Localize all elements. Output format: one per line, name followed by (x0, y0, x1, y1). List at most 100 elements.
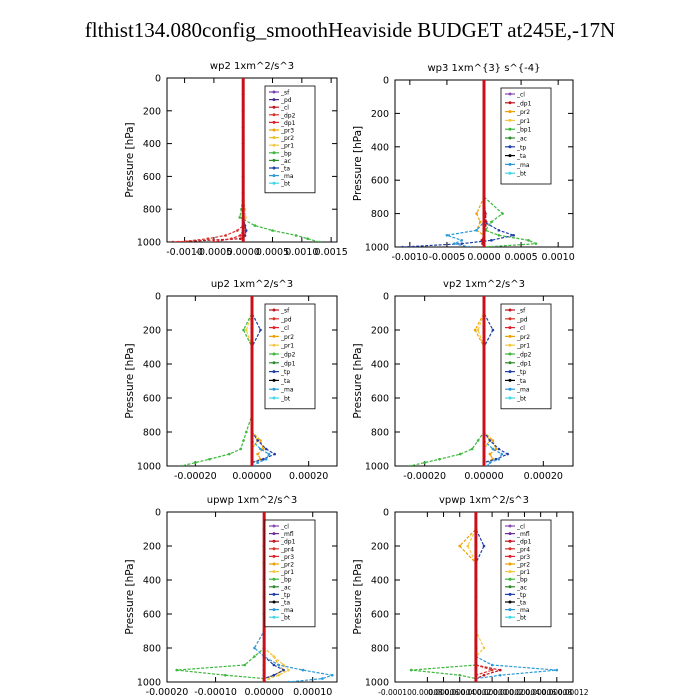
chart-panel-4: vp2 1xm^2/s^3 0 200 400 600 800 1000 Pressure [… (352, 279, 574, 482)
data-point (272, 655, 276, 658)
data-point (277, 673, 281, 677)
legend-marker (508, 110, 512, 114)
legend-entry: _pr1 (280, 343, 294, 350)
data-point (470, 447, 474, 451)
y-tick-label: 400 (371, 142, 389, 153)
data-point (488, 452, 492, 456)
data-point (500, 452, 504, 456)
legend-marker (272, 608, 276, 612)
legend-marker (508, 585, 512, 589)
y-tick-label: 400 (371, 576, 389, 587)
y-axis-label: Pressure [hPa] (124, 559, 136, 634)
data-point (409, 668, 413, 672)
legend-entry: _pr2 (280, 562, 294, 569)
legend-marker (272, 317, 276, 321)
data-point (253, 646, 256, 650)
legend-entry: _bt (516, 396, 527, 403)
data-point (253, 464, 257, 466)
data-point (242, 439, 245, 442)
x-tick-label: 0.00004 (444, 688, 475, 697)
data-point (171, 240, 175, 242)
data-point (458, 544, 462, 548)
legend-marker (272, 577, 276, 581)
y-tick-label: 0 (383, 76, 389, 87)
legend-entry: _dp1 (516, 100, 532, 107)
legend-box (264, 303, 316, 410)
legend-marker (272, 570, 276, 574)
y-tick-label: 600 (143, 394, 161, 405)
x-tick-label: 0.0005 (256, 247, 289, 258)
legend-entry: _sf (516, 308, 526, 315)
x-tick-label: -0.0010 (391, 252, 428, 263)
legend-entry: _tp (280, 592, 290, 599)
y-tick-label: 0 (155, 292, 161, 303)
legend-marker (508, 136, 512, 140)
data-point (177, 240, 181, 242)
figure-title: flthist134.080config_smoothHeaviside BUD… (84, 18, 616, 42)
legend-marker (272, 361, 276, 365)
data-point (458, 673, 462, 677)
data-point (512, 234, 515, 237)
legend-marker (272, 539, 276, 543)
chart-panel-6: vpwp 1xm^2/s^3 0 200 400 600 800 1000 Pressure … (352, 495, 589, 697)
legend-marker (508, 387, 512, 391)
data-point (223, 673, 227, 677)
data-point (175, 668, 179, 672)
legend-marker (508, 308, 512, 312)
data-point (262, 457, 265, 461)
legend-marker (508, 562, 512, 566)
y-tick-label: 800 (371, 644, 389, 655)
legend: _sf_pd_cl_dp2_dp1_pr3_pr2_pr1_bp_ac_ta_m… (264, 85, 316, 194)
data-point (497, 229, 501, 232)
legend-entry: _bp (516, 577, 528, 584)
y-tick-label: 1000 (365, 243, 389, 254)
data-point (485, 464, 489, 466)
x-tick-label: 0.00008 (541, 688, 572, 697)
y-tick-label: 400 (143, 360, 161, 371)
data-point (243, 663, 247, 667)
y-axis-label: Pressure [hPa] (352, 126, 364, 201)
legend-entry: _pr1 (280, 569, 294, 576)
legend: _sf_pd _cl _pr2 _pr1 _dp2_dp1 _tp _ta _ma _bt (264, 303, 316, 410)
legend-marker (272, 554, 276, 558)
data-point (259, 447, 262, 451)
legend-marker (508, 608, 512, 612)
series-group (171, 78, 321, 242)
data-point (256, 461, 259, 464)
legend-marker (508, 317, 512, 321)
y-tick-label: 800 (371, 428, 389, 439)
data-point (301, 668, 305, 672)
series-line-dp1 (475, 512, 503, 682)
legend-entry: _ma (280, 387, 294, 394)
legend-entry: _bt (280, 396, 291, 403)
data-point (494, 457, 498, 461)
data-point (224, 234, 227, 237)
legend-entry: _tp (516, 369, 526, 376)
x-tick-label: 0.00000 (477, 688, 508, 697)
legend-marker (272, 592, 276, 596)
x-tick-label: 0.00020 (289, 471, 328, 482)
legend-entry: _bt (280, 181, 291, 188)
data-point (330, 673, 334, 677)
x-tick-label: -0.0010 (166, 247, 203, 258)
data-point (256, 452, 259, 456)
legend-entry: _cl (516, 524, 525, 531)
data-point (506, 452, 510, 456)
data-point (497, 447, 501, 451)
y-tick-label: 600 (371, 394, 389, 405)
legend-marker (272, 600, 276, 604)
legend-marker (272, 308, 276, 312)
legend-marker (508, 577, 512, 581)
data-point (321, 677, 324, 680)
data-point (501, 212, 504, 215)
legend-entry: _cl (280, 105, 289, 112)
series-line-dp2 (178, 78, 244, 242)
legend-marker (508, 326, 512, 330)
legend-entry: _cl (516, 92, 525, 99)
legend-entry: _pd (516, 316, 528, 323)
legend-marker (272, 524, 276, 528)
data-point (287, 680, 290, 682)
y-tick-label: 0 (155, 508, 161, 519)
legend-entry: _ta (280, 378, 290, 385)
legend-entry: _dp1 (516, 539, 532, 546)
